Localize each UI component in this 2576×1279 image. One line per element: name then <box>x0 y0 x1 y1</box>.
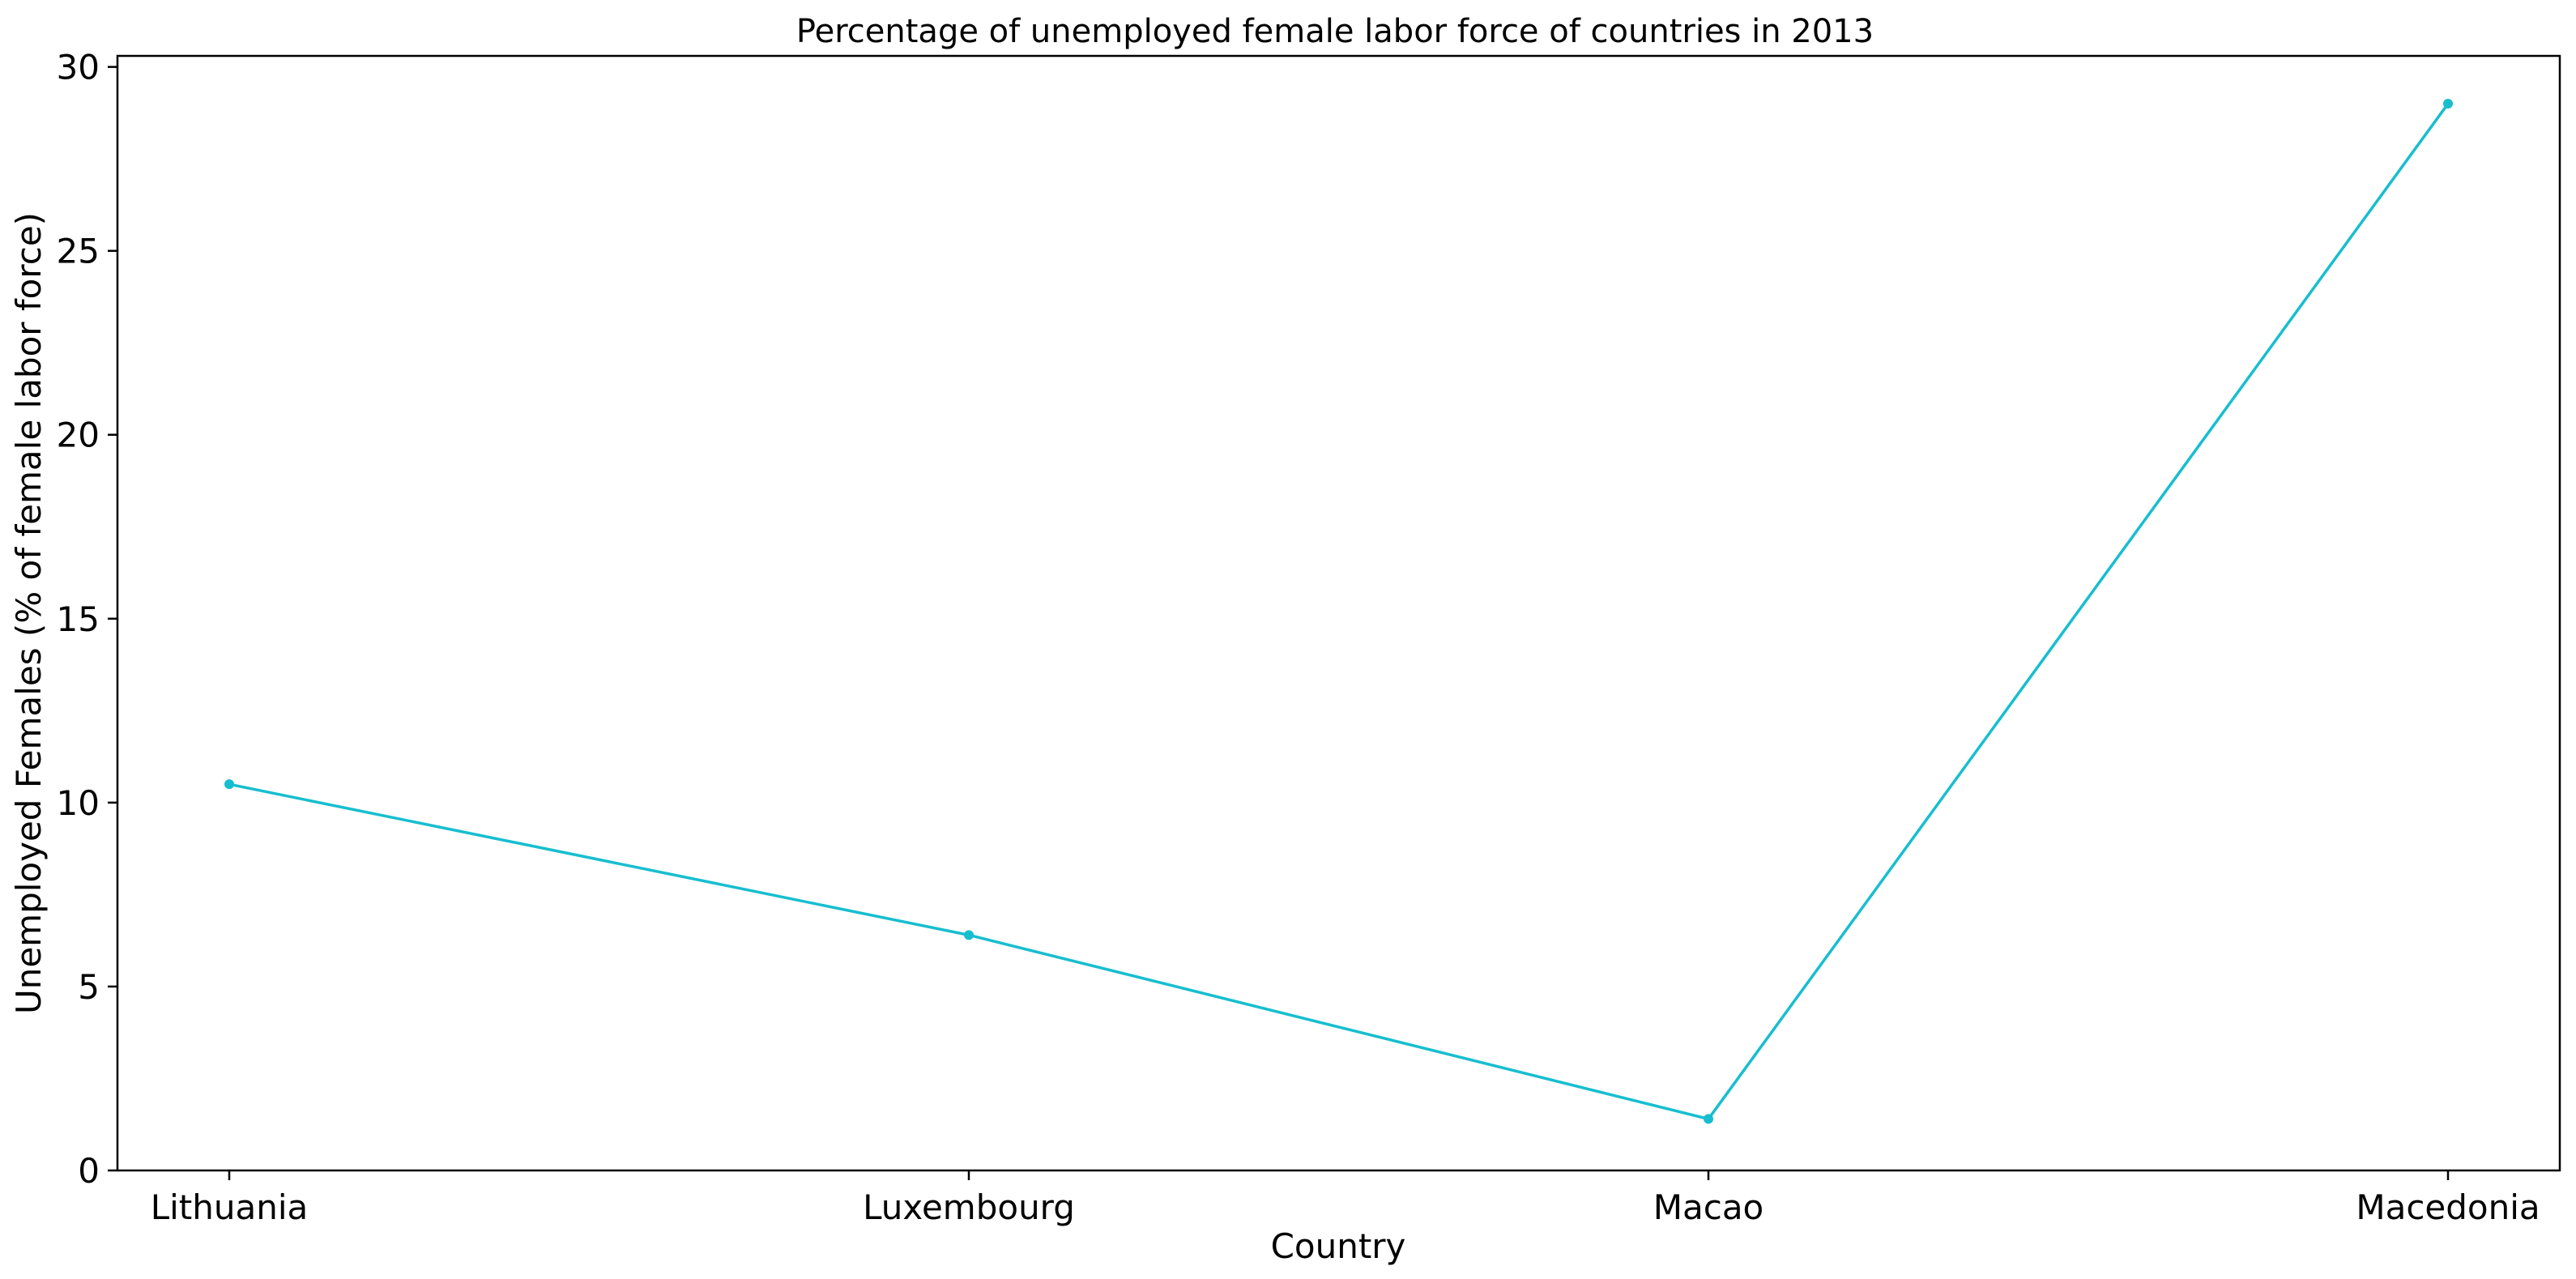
x-axis-ticks: Lithuania Luxembourg Macao Macedonia <box>151 1170 2540 1227</box>
series-points <box>224 99 2453 1124</box>
x-tick-label: Macao <box>1653 1187 1764 1227</box>
x-tick-label: Macedonia <box>2356 1187 2540 1227</box>
data-point-lithuania <box>224 779 234 790</box>
y-tick-label: 25 <box>57 232 100 271</box>
chart-title: Percentage of unemployed female labor fo… <box>796 13 1874 50</box>
y-tick-label: 20 <box>57 416 100 455</box>
x-tick-label: Lithuania <box>151 1187 309 1227</box>
x-axis-label: Country <box>1271 1226 1406 1266</box>
series-line <box>228 103 2450 1121</box>
data-point-luxembourg <box>964 930 974 940</box>
y-tick-label: 30 <box>57 48 100 87</box>
y-axis-label: Unemployed Females (% of female labor fo… <box>9 212 49 1014</box>
data-point-macedonia <box>2443 99 2453 109</box>
y-axis-ticks: 0 5 10 15 20 25 30 <box>57 48 117 1191</box>
y-tick-label: 0 <box>78 1151 100 1191</box>
x-tick-label: Luxembourg <box>863 1187 1075 1227</box>
y-tick-label: 15 <box>57 599 100 639</box>
y-tick-label: 10 <box>57 783 100 823</box>
y-tick-label: 5 <box>78 967 100 1007</box>
data-point-macao <box>1704 1114 1713 1124</box>
plot-area-frame <box>116 54 2561 1172</box>
